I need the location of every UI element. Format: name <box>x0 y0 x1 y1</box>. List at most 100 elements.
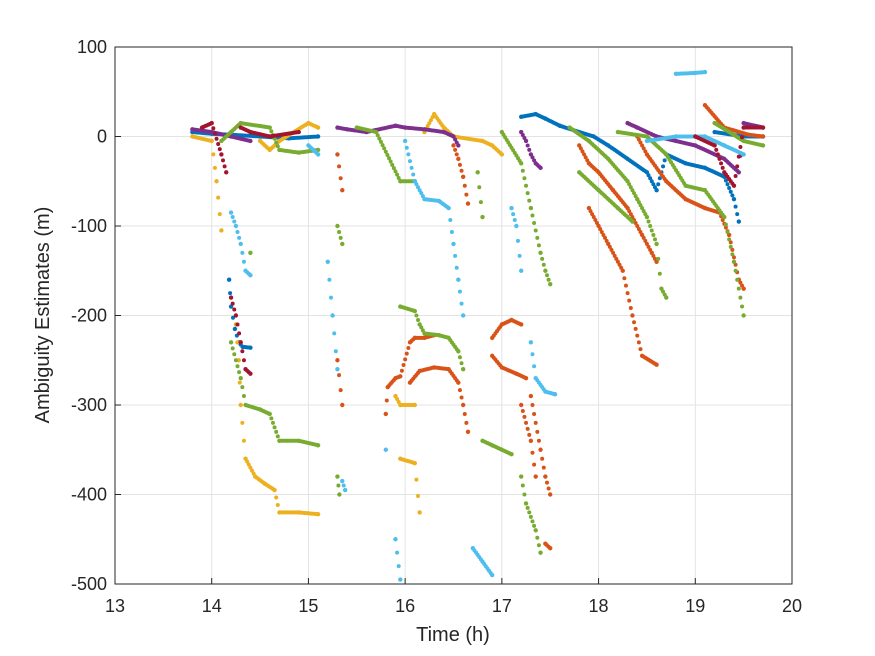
data-point <box>340 402 345 408</box>
data-point <box>235 322 240 327</box>
data-point <box>627 182 632 187</box>
data-point <box>628 306 633 311</box>
data-point <box>536 543 541 548</box>
data-point <box>640 206 645 211</box>
data-point <box>417 510 422 515</box>
data-point <box>404 145 409 150</box>
data-point <box>269 416 274 421</box>
y-axis-label: Ambiguity Estimates (m) <box>32 207 54 424</box>
data-point <box>230 215 235 220</box>
x-axis-ticks: 13 14 15 16 17 18 19 20 <box>105 578 802 616</box>
data-point <box>267 125 272 130</box>
data-point <box>399 368 404 373</box>
data-point <box>427 121 432 126</box>
data-point <box>246 462 251 467</box>
data-point <box>212 131 217 136</box>
data-point <box>532 221 537 226</box>
data-point <box>736 154 741 159</box>
data-point <box>512 218 517 223</box>
data-point <box>627 298 632 303</box>
data-point <box>335 367 340 372</box>
data-point <box>416 317 421 322</box>
data-point <box>533 474 538 479</box>
data-point <box>377 136 382 141</box>
data-point <box>630 215 635 220</box>
data-point <box>248 250 253 256</box>
data-point <box>275 502 280 507</box>
data-point <box>638 203 643 208</box>
data-point <box>533 228 538 233</box>
data-point <box>543 268 548 273</box>
data-point <box>235 229 240 234</box>
data-point <box>527 147 532 152</box>
data-point <box>609 247 614 252</box>
data-point <box>315 152 321 157</box>
data-point <box>740 304 745 309</box>
data-point <box>528 340 534 345</box>
data-point <box>275 144 280 149</box>
data-point <box>238 375 243 381</box>
data-point <box>248 273 253 278</box>
data-point <box>530 352 535 357</box>
data-point <box>528 393 534 399</box>
x-tick-label: 19 <box>685 596 705 616</box>
data-point <box>638 347 643 352</box>
data-point <box>228 295 234 300</box>
data-point <box>588 209 593 214</box>
data-point <box>235 364 240 369</box>
data-point <box>237 235 242 240</box>
data-point <box>590 212 595 217</box>
data-point <box>237 331 242 336</box>
data-point <box>656 182 661 187</box>
data-point <box>649 228 654 233</box>
data-point <box>736 170 742 175</box>
data-point <box>580 149 585 154</box>
data-point <box>523 138 529 144</box>
data-point <box>520 168 525 173</box>
data-point <box>232 219 237 224</box>
data-point <box>736 286 741 291</box>
data-point <box>217 147 222 152</box>
data-point <box>380 143 385 148</box>
data-point <box>644 214 650 220</box>
data-point <box>733 204 738 209</box>
data-point <box>233 358 238 363</box>
data-point <box>740 135 745 140</box>
data-point <box>527 432 532 437</box>
data-point <box>528 205 534 211</box>
y-tick-label: -100 <box>71 216 107 236</box>
data-point <box>414 477 419 482</box>
y-tick-label: 100 <box>77 37 107 57</box>
data-point <box>730 193 735 198</box>
data-point <box>212 165 217 170</box>
data-point <box>338 388 343 393</box>
data-point <box>453 147 458 152</box>
data-point <box>241 438 246 443</box>
data-point <box>340 241 345 247</box>
data-point <box>731 196 737 202</box>
data-point <box>546 486 551 491</box>
data-point <box>407 159 412 164</box>
data-point <box>341 483 346 488</box>
data-point <box>630 188 635 193</box>
data-point <box>548 281 553 287</box>
data-point <box>315 511 321 517</box>
data-point <box>411 172 416 177</box>
data-point <box>465 429 471 435</box>
data-point <box>515 238 520 243</box>
data-point <box>648 224 653 228</box>
data-point <box>465 201 471 206</box>
data-point <box>544 480 549 485</box>
data-point <box>519 322 524 327</box>
data-point <box>241 358 246 363</box>
data-point <box>760 143 766 148</box>
data-point <box>532 364 537 369</box>
data-point <box>738 280 743 285</box>
data-point <box>519 474 524 479</box>
data-point <box>540 256 545 261</box>
data-point <box>449 229 454 234</box>
data-point <box>237 370 242 375</box>
data-point <box>478 200 483 205</box>
data-point <box>240 250 245 255</box>
data-point <box>643 238 648 243</box>
